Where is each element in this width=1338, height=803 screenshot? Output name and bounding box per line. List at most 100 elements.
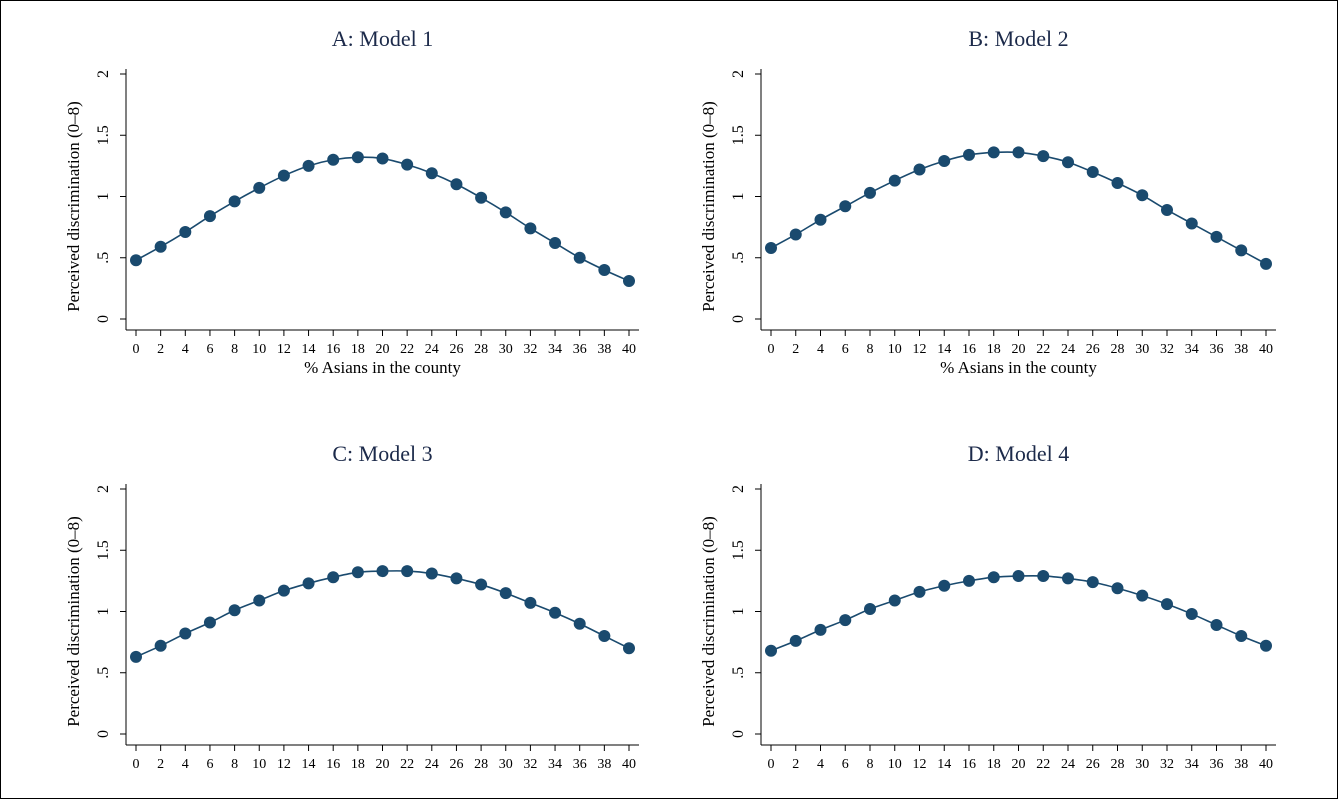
y-tick-label: 0: [95, 730, 112, 738]
x-tick-label: 30: [1135, 342, 1149, 357]
x-tick-label: 26: [449, 757, 463, 772]
y-tick-label: 1: [95, 193, 112, 201]
x-tick-label: 2: [157, 757, 164, 772]
data-point: [1062, 572, 1074, 584]
x-tick-label: 14: [302, 342, 316, 357]
x-tick-label: 8: [231, 342, 238, 357]
data-point: [790, 228, 802, 240]
x-tick-label: 40: [622, 342, 636, 357]
data-point: [155, 241, 167, 253]
x-tick-label: 30: [499, 757, 513, 772]
x-tick-label: 22: [400, 342, 414, 357]
x-tick-label: 16: [326, 757, 340, 772]
x-tick-label: 26: [449, 342, 463, 357]
x-tick-label: 16: [962, 757, 976, 772]
y-tick-label: 1.5: [730, 540, 747, 560]
x-tick-label: 18: [351, 757, 365, 772]
data-point: [815, 624, 827, 636]
x-tick-label: 14: [937, 757, 951, 772]
x-tick-label: 10: [888, 342, 902, 357]
data-point: [253, 594, 265, 606]
x-tick-label: 36: [1210, 757, 1224, 772]
x-tick-label: 38: [597, 757, 611, 772]
data-point: [1260, 640, 1272, 652]
x-tick-label: 12: [913, 342, 927, 357]
x-tick-label: 30: [499, 342, 513, 357]
data-point: [623, 642, 635, 654]
data-point: [623, 275, 635, 287]
data-point: [574, 618, 586, 630]
x-tick-label: 18: [987, 757, 1001, 772]
data-point: [1161, 204, 1173, 216]
data-point: [549, 607, 561, 619]
x-tick-label: 36: [573, 342, 587, 357]
panel-4: D: Model 4 0 .5 1 1.5 2 Perceived discriminati…: [699, 441, 1276, 772]
data-point: [1013, 146, 1025, 158]
data-point: [352, 151, 364, 163]
x-tick-label: 32: [1160, 757, 1174, 772]
x-tick-label: 8: [231, 757, 238, 772]
data-point: [1235, 630, 1247, 642]
data-point: [278, 170, 290, 182]
x-tick-label: 14: [302, 757, 316, 772]
data-point: [839, 200, 851, 212]
x-tick-label: 32: [1160, 342, 1174, 357]
x-tick-label: 28: [1111, 757, 1125, 772]
x-tick-label: 10: [252, 757, 266, 772]
x-tick-label: 40: [1259, 342, 1273, 357]
y-axis-label: Perceived discrimination (0–8): [699, 516, 718, 727]
data-point: [1186, 608, 1198, 620]
panel-2: B: Model 2 0 .5 1 1.5 2 Perceived discriminati…: [699, 26, 1276, 377]
data-point: [598, 630, 610, 642]
data-point: [574, 252, 586, 264]
x-tick-label: 22: [1036, 342, 1050, 357]
data-point: [988, 146, 1000, 158]
y-tick-label: 2: [730, 485, 747, 493]
x-tick-label: 0: [768, 342, 775, 357]
x-tick-label: 10: [888, 757, 902, 772]
x-tick-label: 20: [1012, 342, 1026, 357]
data-point: [475, 192, 487, 204]
data-point: [963, 149, 975, 161]
data-point: [889, 175, 901, 187]
data-point: [450, 178, 462, 190]
panel-title: C: Model 3: [332, 441, 432, 466]
data-point: [204, 210, 216, 222]
data-point: [1112, 582, 1124, 594]
data-point: [524, 597, 536, 609]
x-tick-label: 34: [1185, 757, 1199, 772]
x-tick-label: 12: [277, 757, 291, 772]
data-point: [229, 195, 241, 207]
data-point: [401, 565, 413, 577]
data-point: [765, 645, 777, 657]
data-point: [1211, 619, 1223, 631]
x-tick-label: 32: [523, 757, 537, 772]
x-tick-label: 4: [817, 342, 824, 357]
data-point: [1013, 570, 1025, 582]
x-tick-label: 34: [1185, 342, 1199, 357]
data-point: [475, 579, 487, 591]
data-point: [179, 628, 191, 640]
data-point: [377, 153, 389, 165]
data-point: [815, 214, 827, 226]
data-point: [500, 206, 512, 218]
y-tick-label: .5: [95, 252, 112, 264]
x-tick-label: 22: [1036, 757, 1050, 772]
data-point: [278, 585, 290, 597]
x-tick-label: 20: [1012, 757, 1026, 772]
data-point: [179, 226, 191, 238]
data-point: [1186, 217, 1198, 229]
x-tick-label: 12: [913, 757, 927, 772]
y-tick-label: .5: [730, 252, 747, 264]
y-axis-label: Perceived discrimination (0–8): [699, 101, 718, 312]
panel-1: A: Model 1 0 .5 1 1.5 2 Perceived discriminati…: [64, 26, 639, 377]
y-tick-label: 1: [95, 608, 112, 616]
data-point: [1235, 244, 1247, 256]
data-point: [765, 242, 777, 254]
panel-3: C: Model 3 0 .5 1 1.5 2 Perceived discriminati…: [64, 441, 639, 772]
y-axis-label: Perceived discrimination (0–8): [64, 101, 83, 312]
data-point: [1136, 189, 1148, 201]
panel-title: D: Model 4: [968, 441, 1069, 466]
